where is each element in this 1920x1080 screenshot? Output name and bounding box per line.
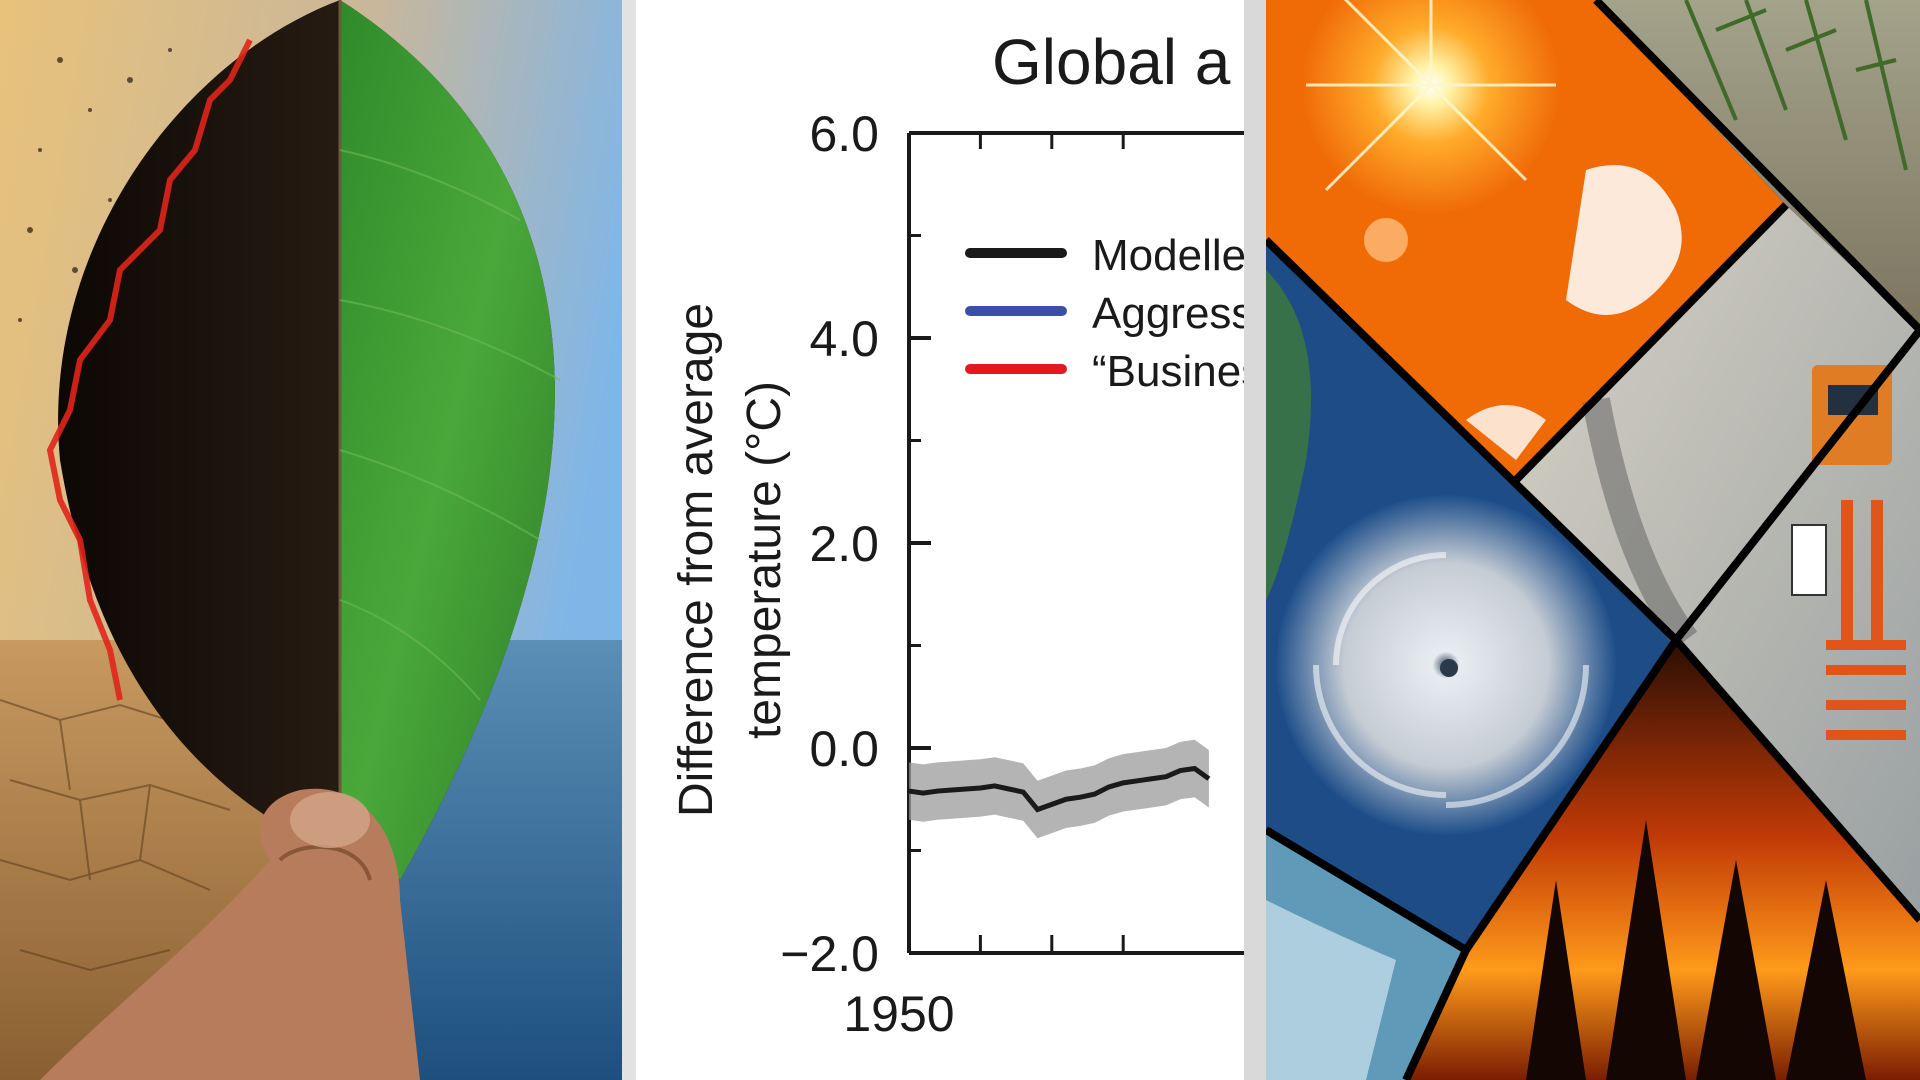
leaf-photo-panel [0,0,622,1080]
y-tick-label: 4.0 [809,311,879,367]
weather-collage-image [1266,0,1920,1080]
y-axis-label-line-2: temperature (°C) [738,381,791,739]
panel-divider-right [1244,0,1266,1080]
road-closed-barrier [1791,500,1906,740]
panel-divider [622,0,636,1080]
legend-label: “Busines [1092,347,1263,396]
y-tick-label: 0.0 [809,721,879,777]
chart-title: Global a [992,26,1231,98]
y-axis-label-line-1: Difference from average [670,303,723,817]
y-tick-label: 6.0 [809,106,879,162]
x-tick-label: 1950 [843,986,954,1042]
legend-label: Aggressi [1092,289,1263,338]
legend-label: Modelled [1092,231,1266,280]
extreme-weather-collage [1266,0,1920,1080]
y-tick-label: 2.0 [809,516,879,572]
uncertainty-band [909,739,1209,839]
series-line-modelled [908,765,1211,813]
temperature-chart-panel: Global a Difference from average tempera… [622,0,1266,1080]
wildfire-forest-tile [1406,640,1920,1080]
burnt-green-leaf-image [0,0,622,1080]
y-tick-label: −2.0 [780,926,879,982]
global-temperature-chart: Global a Difference from average tempera… [670,26,1266,1042]
